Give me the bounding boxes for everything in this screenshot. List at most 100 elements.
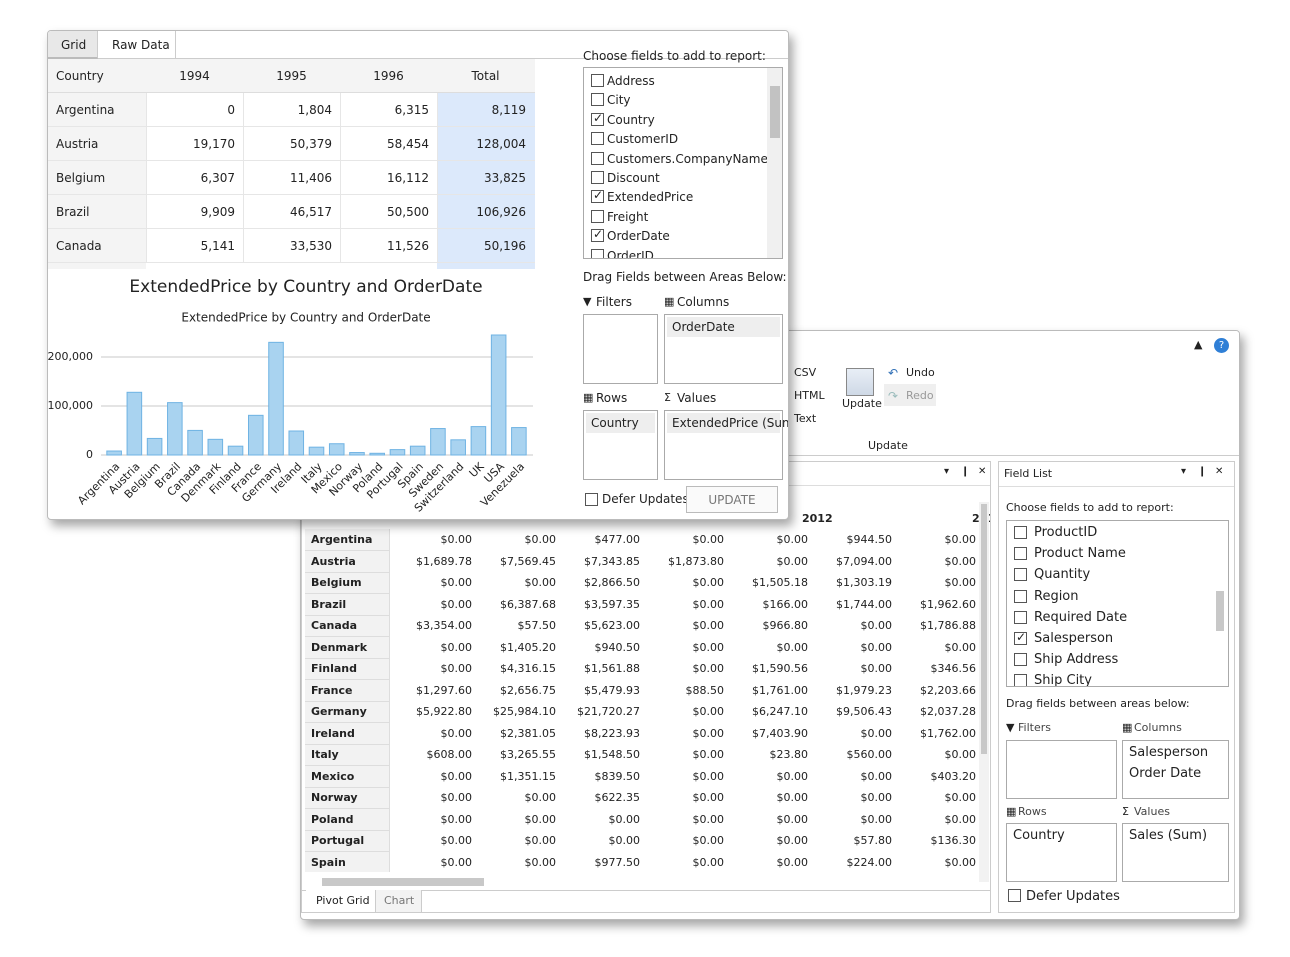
area-item-label[interactable]: OrderDate [672, 320, 735, 334]
checkbox[interactable] [1014, 526, 1027, 539]
field-label[interactable]: OrderDate [607, 229, 670, 244]
panel-button[interactable]: ▾ [944, 466, 950, 477]
field-label[interactable]: OrderID [607, 248, 654, 259]
help-icon[interactable]: ? [1214, 338, 1229, 353]
tab-label[interactable]: Raw Data [112, 38, 170, 52]
h-scroll-thumb [322, 878, 484, 886]
checkbox[interactable] [591, 132, 604, 146]
field-label[interactable]: Customers.CompanyName [607, 151, 768, 166]
checkbox[interactable] [591, 209, 604, 223]
checkbox[interactable] [1008, 889, 1021, 902]
cell: $0.00 [692, 619, 725, 632]
checkbox[interactable] [1014, 630, 1027, 645]
row-header: Italy [311, 748, 339, 761]
checkbox[interactable] [591, 74, 604, 87]
panel-button[interactable]: ✕ [1215, 466, 1224, 477]
update-button[interactable]: UPDATE [686, 486, 778, 513]
field-label[interactable]: Ship City [1034, 673, 1092, 687]
field-label[interactable]: Freight [607, 209, 649, 224]
field-label[interactable]: City [607, 93, 631, 108]
area-item-label[interactable]: Country [591, 416, 639, 430]
cell: $0.00 [692, 662, 725, 675]
button-label[interactable]: UPDATE [708, 493, 756, 507]
field-label[interactable]: Address [607, 74, 655, 88]
field-label[interactable]: Discount [607, 171, 660, 185]
tab[interactable]: Pivot Grid [306, 890, 376, 912]
cell: $977.50 [594, 855, 641, 869]
checkbox[interactable] [1014, 568, 1027, 582]
cell: $966.80 [762, 619, 809, 632]
field-label[interactable]: Country [607, 112, 655, 127]
tab-label[interactable]: Pivot Grid [316, 894, 370, 907]
field-label[interactable]: Salesperson [1034, 631, 1114, 646]
panel-button[interactable]: ❙ [1198, 466, 1207, 477]
update-label[interactable]: Update [842, 397, 882, 410]
checkbox[interactable] [591, 151, 604, 165]
field-label[interactable]: CustomerID [607, 132, 679, 147]
panel-button[interactable]: ❙ [961, 466, 970, 477]
area-item-label[interactable]: ExtendedPrice (Sum) [672, 416, 789, 430]
defer-label[interactable]: Defer Updates [602, 492, 689, 506]
area-title: Filters [1018, 721, 1051, 734]
cell: $1,505.18 [752, 576, 808, 589]
field-label[interactable]: ProductID [1034, 525, 1098, 540]
panel-button[interactable]: ▾ [1181, 466, 1187, 477]
redo-label[interactable]: Redo [906, 389, 934, 402]
cell: $622.35 [594, 791, 641, 804]
area-item[interactable]: OrderDate [667, 317, 780, 337]
cell: 1,804 [297, 103, 332, 117]
checkbox[interactable] [591, 188, 604, 204]
chart: ExtendedPrice by Country and OrderDate Ex… [48, 277, 533, 515]
field-label[interactable]: Product Name [1034, 546, 1126, 562]
checkbox[interactable] [1014, 610, 1027, 624]
bar [248, 414, 264, 456]
area-item[interactable]: ExtendedPrice (Sum) [667, 413, 788, 433]
tab-label[interactable]: Chart [384, 894, 415, 907]
field-label[interactable]: Quantity [1034, 567, 1091, 583]
area-item-label[interactable]: Country [1013, 828, 1065, 843]
cell-divider [146, 93, 147, 127]
row-header: France [311, 683, 353, 697]
checkbox[interactable] [1014, 674, 1027, 686]
cell-divider [146, 127, 147, 161]
cell: $57.80 [853, 834, 893, 847]
panel-button[interactable]: ✕ [978, 466, 987, 477]
checkbox[interactable] [591, 111, 604, 126]
cell: $940.50 [594, 640, 641, 654]
checkbox[interactable] [591, 248, 604, 258]
tab[interactable]: Raw Data [98, 31, 176, 59]
field-label[interactable]: Required Date [1034, 609, 1128, 625]
field-label[interactable]: ExtendedPrice [607, 190, 694, 205]
export-button[interactable]: Text [794, 412, 817, 425]
checkbox[interactable] [585, 493, 598, 506]
checkbox[interactable] [591, 227, 604, 243]
bar [511, 427, 527, 456]
area-item-label[interactable]: Order Date [1129, 766, 1202, 781]
area-item-label[interactable]: Sales (Sum) [1129, 828, 1208, 843]
checkbox[interactable] [1014, 547, 1027, 561]
row-divider [305, 808, 390, 809]
export-button[interactable]: HTML [794, 389, 825, 402]
row-header: Portugal [311, 834, 365, 847]
checkbox[interactable] [1014, 589, 1027, 603]
defer-label[interactable]: Defer Updates [1026, 889, 1120, 904]
tab[interactable]: Grid [48, 31, 98, 59]
row-divider [305, 679, 390, 680]
checkbox[interactable] [591, 171, 604, 184]
undo-label[interactable]: Undo [906, 366, 935, 379]
field-label[interactable]: Region [1034, 588, 1079, 604]
checkbox[interactable] [1014, 653, 1027, 667]
field-label[interactable]: Ship Address [1034, 652, 1119, 668]
tab-label[interactable]: Grid [61, 38, 87, 52]
drop-area: Salesperson Order Date [1122, 740, 1229, 799]
cell: $8,223.93 [584, 726, 640, 740]
export-button[interactable]: CSV [794, 366, 817, 379]
checkbox[interactable] [591, 93, 604, 107]
tab[interactable]: Chart [376, 890, 422, 912]
collapse-icon[interactable]: ▲ [1194, 338, 1203, 351]
area-item[interactable]: Country [586, 413, 655, 433]
cell: $0.00 [524, 533, 557, 546]
area-item-label[interactable]: Salesperson [1129, 745, 1209, 760]
area-icon: ▼ [1006, 721, 1015, 734]
row-header: Canada [311, 619, 358, 632]
